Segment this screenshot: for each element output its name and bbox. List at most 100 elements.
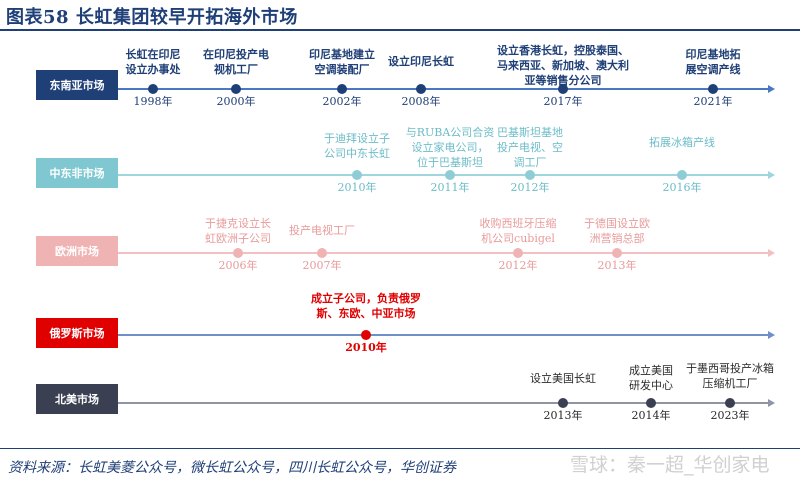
arrow-head-icon [768, 399, 775, 407]
source-note: 资料来源：长虹美菱公众号，微长虹公众号，四川长虹公众号，华创证券 [8, 460, 456, 476]
milestone-text-line: 马来西亚、新加坡、澳大利 [497, 59, 629, 72]
milestone-text-line: 研发中心 [629, 379, 673, 392]
timeline-axis [118, 88, 770, 90]
milestone-year: 2012年 [498, 259, 538, 272]
milestone-dot [337, 84, 347, 94]
milestone-dot [513, 248, 523, 258]
milestone-dot [646, 398, 656, 408]
milestone-year: 2000年 [216, 95, 256, 108]
milestone-year: 2011年 [430, 181, 470, 194]
milestone-year: 2006年 [218, 259, 258, 272]
footer-divider [0, 448, 800, 449]
milestone-description: 设立美国长虹 [530, 371, 596, 386]
milestone-text-line: 设立香港长虹，控股泰国、 [497, 44, 629, 57]
milestone-dot [677, 170, 687, 180]
milestone-dot [558, 398, 568, 408]
milestone-description: 印尼基地建立 空调装配厂 [309, 47, 375, 77]
arrow-head-icon [768, 85, 775, 93]
milestone-year: 2008年 [401, 95, 441, 108]
milestone-dot [148, 84, 158, 94]
milestone-text-line: 视机工厂 [214, 63, 258, 76]
milestone-year: 2002年 [322, 95, 362, 108]
milestone-text-line: 设立印尼长虹 [388, 55, 454, 68]
milestone-description: 长虹在印尼 设立办事处 [126, 47, 181, 77]
milestone-text-line: 投产电视、空 [497, 141, 563, 154]
milestone-text-line: 于德国设立欧 [584, 217, 650, 230]
milestone-description: 印尼基地拓展空调产线 [686, 47, 741, 77]
milestone-dot [361, 330, 371, 340]
milestone-year: 2012年 [510, 181, 550, 194]
milestone-text-line: 在印尼投产电 [203, 48, 269, 61]
milestone-year: 1998年 [133, 95, 173, 108]
milestone-description: 于捷克设立长 虹欧洲子公司 [205, 216, 271, 246]
milestone-text-line: 公司中东长虹 [324, 147, 390, 160]
milestone-dot [233, 248, 243, 258]
market-label: 俄罗斯市场 [36, 318, 118, 348]
title-divider [0, 29, 800, 31]
milestone-description: 拓展冰箱产线 [649, 135, 715, 150]
milestone-year: 2017年 [543, 95, 583, 108]
market-label: 中东非市场 [36, 158, 118, 188]
milestone-year: 2013年 [597, 259, 637, 272]
milestone-text-line: 虹欧洲子公司 [205, 232, 271, 245]
arrow-head-icon [768, 249, 775, 257]
milestone-description: 投产电视工厂 [289, 223, 355, 238]
milestone-description: 设立香港长虹，控股泰国、 马来西亚、新加坡、澳大利 亚等销售分公司 [497, 43, 629, 88]
timeline-axis [118, 252, 770, 254]
milestone-text-line: 洲营销总部 [589, 232, 645, 245]
milestone-text-line: 调工厂 [513, 156, 547, 169]
milestone-text-line: 于迪拜设立子 [324, 132, 390, 145]
milestone-text-line: 与RUBA公司合资 [405, 126, 495, 139]
milestone-year: 2010年 [337, 181, 377, 194]
milestone-dot [612, 248, 622, 258]
milestone-description: 设立印尼长虹 [388, 54, 454, 69]
market-label: 东南亚市场 [36, 70, 118, 100]
timeline-axis [118, 174, 770, 176]
milestone-year: 2013年 [543, 409, 583, 422]
milestone-text-line: 于墨西哥投产冰箱 [686, 362, 774, 375]
milestone-description: 于迪拜设立子 公司中东长虹 [324, 131, 390, 161]
milestone-description: 于墨西哥投产冰箱 压缩机工厂 [686, 361, 774, 391]
milestone-text-line: 位于巴基斯坦 [417, 156, 483, 169]
milestone-text-line: 成立美国 [629, 364, 673, 377]
milestone-dot [416, 84, 426, 94]
milestone-text-line: 长虹在印尼 [125, 48, 181, 61]
watermark: 雪球：秦一超_华创家电 [570, 454, 770, 476]
milestone-dot [231, 84, 241, 94]
milestone-description: 与RUBA公司合资 设立家电公司， 位于巴基斯坦 [406, 125, 495, 170]
milestone-dot [445, 170, 455, 180]
milestone-dot [525, 170, 535, 180]
market-label: 北美市场 [36, 384, 118, 414]
milestone-year: 2021年 [693, 95, 733, 108]
milestone-text-line: 斯、东欧、中亚市场 [316, 307, 416, 320]
milestone-description: 于德国设立欧 洲营销总部 [584, 216, 650, 246]
milestone-text-line: 亚等销售分公司 [524, 74, 602, 87]
arrow-head-icon [768, 331, 775, 339]
figure-title: 图表58 长虹集团较早开拓海外市场 [6, 7, 298, 28]
milestone-description: 成立美国 研发中心 [629, 363, 673, 393]
arrow-head-icon [768, 171, 775, 179]
milestone-dot [352, 170, 362, 180]
milestone-description: 成立子公司，负责俄罗 斯、东欧、中亚市场 [311, 291, 421, 321]
milestone-dot [558, 84, 568, 94]
milestone-description: 巴基斯坦基地 投产电视、空 调工厂 [497, 125, 563, 170]
milestone-dot [725, 398, 735, 408]
milestone-text-line: 设立美国长虹 [530, 372, 596, 385]
milestone-year: 2007年 [302, 259, 342, 272]
milestone-text-line: 拓展冰箱产线 [649, 136, 715, 149]
milestone-text-line: 于捷克设立长 [205, 217, 271, 230]
milestone-text-line: 设立家电公司， [411, 141, 489, 154]
milestone-year: 2023年 [710, 409, 750, 422]
milestone-text-line: 收购西班牙压缩 [479, 217, 557, 230]
milestone-text-line: 展空调产线 [685, 63, 741, 76]
milestone-description: 收购西班牙压缩 机公司cubigel [480, 216, 557, 246]
milestone-dot [317, 248, 327, 258]
milestone-text-line: 投产电视工厂 [289, 224, 355, 237]
milestone-text-line: 印尼基地建立 [309, 48, 375, 61]
milestone-text-line: 压缩机工厂 [702, 377, 758, 390]
milestone-text-line: 印尼基地拓 [685, 48, 741, 61]
milestone-dot [708, 84, 718, 94]
milestone-text-line: 巴基斯坦基地 [497, 126, 563, 139]
timeline-axis [118, 402, 770, 404]
milestone-text-line: 机公司cubigel [481, 232, 555, 245]
